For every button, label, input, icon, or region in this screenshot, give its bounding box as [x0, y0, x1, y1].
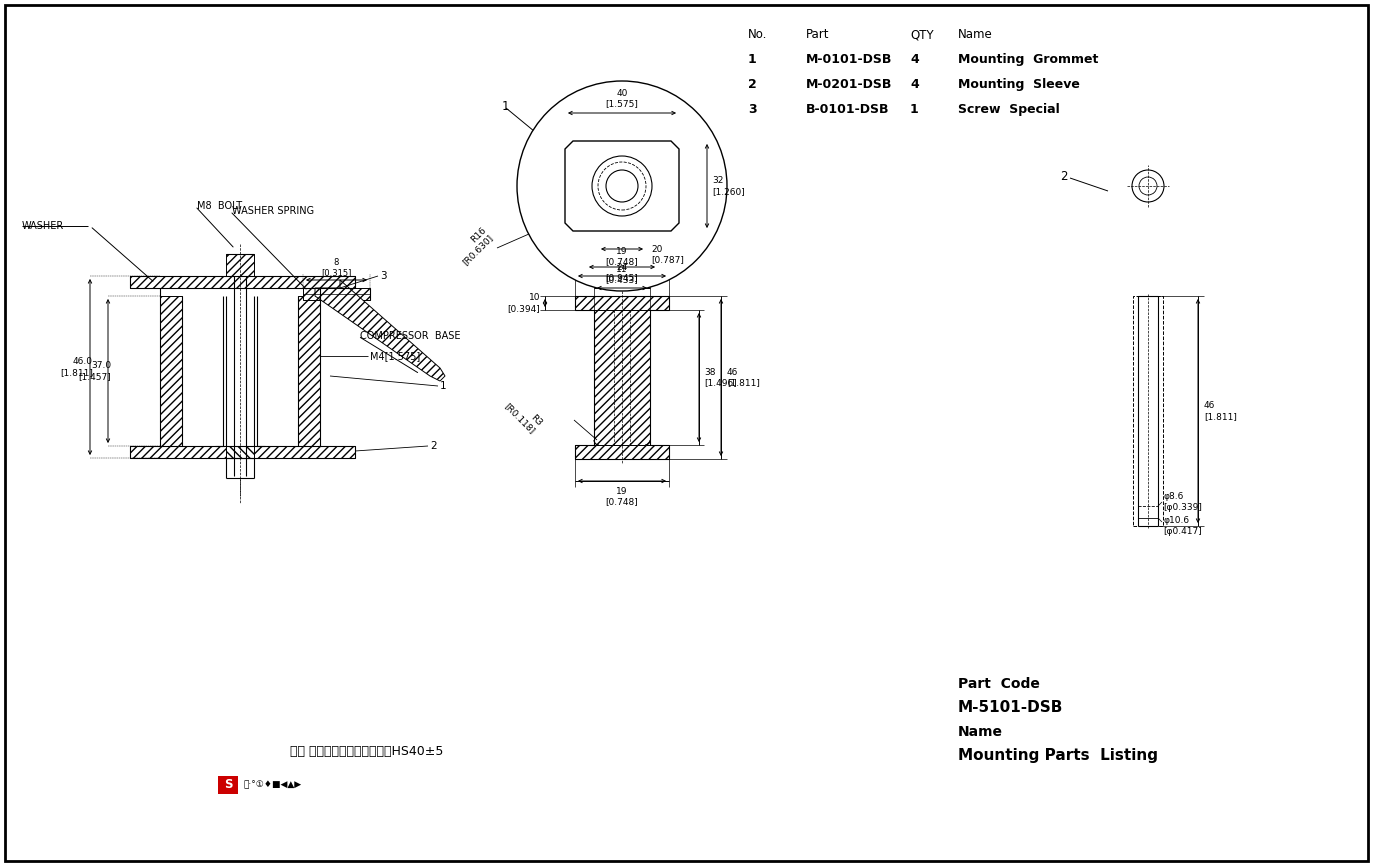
Bar	[130, 446, 356, 458]
Text: φ8.6
[φ0.339]: φ8.6 [φ0.339]	[1163, 492, 1201, 512]
Polygon shape	[566, 141, 680, 231]
Text: M4[1.575]: M4[1.575]	[369, 351, 420, 361]
Text: 10
[0.394]: 10 [0.394]	[507, 294, 540, 313]
Text: 3: 3	[748, 103, 757, 116]
Text: 1: 1	[748, 53, 757, 66]
Text: R3
[R0.118]: R3 [R0.118]	[503, 394, 544, 436]
Text: 38
[1.496]: 38 [1.496]	[704, 368, 737, 387]
Text: Part: Part	[806, 28, 829, 41]
Text: 32
[1.260]: 32 [1.260]	[713, 177, 744, 196]
Text: 46.0
[1.811]: 46.0 [1.811]	[60, 358, 93, 377]
Bar	[227, 446, 254, 458]
Text: 24
[0.945]: 24 [0.945]	[605, 263, 638, 282]
Text: No.: No.	[748, 28, 768, 41]
Text: Part  Code: Part Code	[958, 677, 1039, 691]
Text: R16
[R0.630]: R16 [R0.630]	[453, 225, 496, 267]
Text: 8
[0.315]: 8 [0.315]	[321, 257, 351, 277]
Text: 4: 4	[910, 53, 919, 66]
Text: M-0201-DSB: M-0201-DSB	[806, 78, 892, 91]
Text: Screw  Special: Screw Special	[958, 103, 1060, 116]
Text: 1: 1	[910, 103, 919, 116]
Text: QTY: QTY	[910, 28, 934, 41]
Text: 19
[0.748]: 19 [0.748]	[605, 247, 638, 266]
Text: M8  BOLT: M8 BOLT	[196, 201, 242, 211]
Bar	[227, 254, 254, 276]
Text: S: S	[224, 779, 232, 792]
Bar	[298, 296, 320, 446]
Text: 11
[0.433]: 11 [0.433]	[605, 265, 638, 284]
Text: 1: 1	[503, 100, 509, 113]
Circle shape	[592, 156, 652, 216]
Text: WASHER: WASHER	[22, 221, 65, 231]
Bar	[595, 310, 649, 445]
Bar	[303, 288, 369, 300]
Polygon shape	[314, 280, 445, 381]
Circle shape	[599, 162, 647, 210]
Circle shape	[1140, 177, 1157, 195]
Polygon shape	[566, 141, 680, 231]
Text: 2: 2	[430, 441, 437, 451]
Circle shape	[1131, 170, 1164, 202]
Text: 19
[0.748]: 19 [0.748]	[605, 487, 638, 507]
Text: 46
[1.811]: 46 [1.811]	[1204, 401, 1237, 421]
Text: Mounting Parts  Listing: Mounting Parts Listing	[958, 748, 1157, 763]
Circle shape	[605, 170, 638, 202]
Text: M-0101-DSB: M-0101-DSB	[806, 53, 892, 66]
Text: Mounting  Grommet: Mounting Grommet	[958, 53, 1098, 66]
Bar	[1133, 296, 1163, 526]
Text: φ10.6
[φ0.417]: φ10.6 [φ0.417]	[1163, 516, 1201, 536]
Text: 20
[0.787]: 20 [0.787]	[651, 245, 684, 264]
Text: 3: 3	[380, 271, 387, 281]
Text: 1: 1	[439, 381, 446, 391]
Text: 40
[1.575]: 40 [1.575]	[605, 88, 638, 108]
Bar	[130, 276, 356, 288]
Text: 37.0
[1.457]: 37.0 [1.457]	[78, 361, 111, 381]
Bar	[218, 776, 238, 794]
Text: 46
[1.811]: 46 [1.811]	[726, 368, 759, 387]
Text: M-5101-DSB: M-5101-DSB	[958, 700, 1063, 715]
Bar	[575, 445, 669, 459]
Text: 2: 2	[1060, 170, 1068, 183]
Text: 注： 减震橡胶垄的硬度规格値HS40±5: 注： 减震橡胶垄的硬度规格値HS40±5	[290, 745, 443, 758]
Text: COMPRESSOR  BASE: COMPRESSOR BASE	[360, 331, 460, 341]
Text: Name: Name	[958, 28, 993, 41]
Text: 中·°①♦■◀▲▶: 中·°①♦■◀▲▶	[244, 780, 302, 790]
Text: 4: 4	[910, 78, 919, 91]
Text: Mounting  Sleeve: Mounting Sleeve	[958, 78, 1081, 91]
Circle shape	[518, 81, 726, 291]
Bar	[161, 296, 183, 446]
Text: WASHER SPRING: WASHER SPRING	[232, 206, 314, 216]
Text: Name: Name	[958, 725, 1004, 739]
Text: 2: 2	[748, 78, 757, 91]
Text: B-0101-DSB: B-0101-DSB	[806, 103, 890, 116]
Bar	[575, 296, 669, 310]
